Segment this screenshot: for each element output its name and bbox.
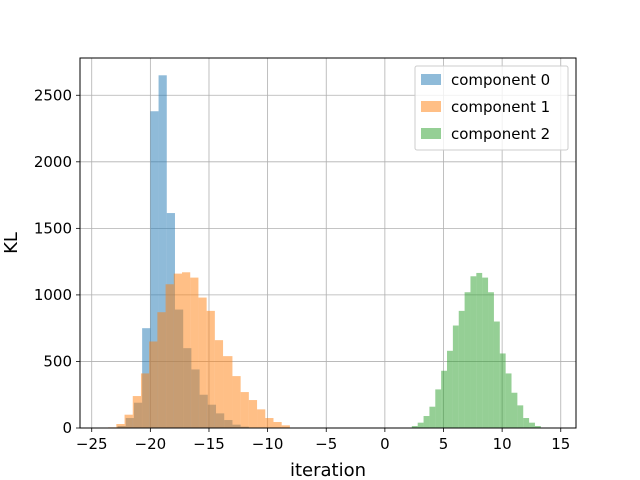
- x-tick-label: 15: [551, 435, 570, 453]
- histogram-bar: [214, 340, 224, 428]
- histogram-bar: [417, 422, 424, 428]
- histogram-bar: [464, 292, 471, 428]
- histogram-bar: [116, 424, 125, 428]
- histogram-bar: [470, 276, 477, 428]
- histogram-bar: [452, 325, 459, 428]
- histogram-bar: [482, 277, 489, 428]
- histogram-bar: [476, 272, 483, 428]
- legend: component 0 component 1 component 2: [414, 65, 569, 151]
- histogram-bar: [223, 356, 233, 428]
- histogram-bar: [529, 422, 535, 428]
- x-tick-label: 10: [493, 435, 512, 453]
- x-tick-label: 0: [380, 435, 390, 453]
- plot-frame: [79, 57, 577, 429]
- histogram-bar: [206, 310, 215, 428]
- histogram-bar: [488, 292, 494, 428]
- legend-label: component 0: [451, 71, 550, 89]
- histogram-bar: [281, 425, 290, 428]
- y-tick-label: 1500: [34, 219, 72, 237]
- y-tick-label: 0: [62, 419, 72, 437]
- legend-swatch: [421, 74, 441, 85]
- x-tick-label: −25: [76, 435, 108, 453]
- histogram-bar: [429, 406, 436, 428]
- legend-box: [414, 65, 569, 151]
- histogram-bar: [190, 277, 199, 428]
- histogram-bar: [441, 370, 448, 428]
- y-tick-label: 1000: [34, 286, 72, 304]
- histogram-bar: [158, 75, 167, 428]
- histogram-bar: [124, 414, 133, 428]
- x-tick-label: 5: [439, 435, 449, 453]
- x-axis-label: iteration: [290, 460, 366, 480]
- histogram-bar: [150, 111, 159, 428]
- legend-label: component 1: [451, 98, 550, 116]
- histogram-bar: [257, 409, 266, 428]
- histogram-bar: [523, 418, 530, 428]
- histogram-bar: [198, 297, 207, 428]
- histogram-bar: [240, 392, 249, 428]
- legend-label: component 2: [451, 125, 550, 143]
- histogram-bar: [149, 341, 158, 428]
- histogram-bar: [534, 426, 541, 428]
- histogram-bar: [435, 389, 442, 428]
- histogram-bar: [447, 350, 453, 428]
- histogram-bar: [511, 392, 518, 428]
- legend-swatch: [421, 128, 441, 139]
- x-tick-label: −10: [252, 435, 284, 453]
- histogram-bar: [499, 353, 506, 428]
- series-1-bars: [108, 272, 290, 428]
- histogram-bar: [132, 396, 141, 428]
- y-tick-label: 2500: [34, 86, 72, 104]
- histogram-bar: [423, 416, 430, 428]
- x-tick-label: −5: [315, 435, 337, 453]
- histogram-bar: [157, 312, 166, 428]
- histogram-bars: [108, 75, 541, 428]
- legend-swatch: [421, 101, 441, 112]
- x-tick-label: −15: [193, 435, 225, 453]
- histogram-bar: [165, 284, 174, 428]
- histogram-bar: [493, 321, 500, 428]
- histogram-bar: [458, 310, 465, 428]
- histogram-bar: [411, 426, 418, 428]
- histogram-bar: [173, 273, 183, 428]
- histogram-bar: [140, 373, 150, 428]
- histogram-bar: [505, 373, 512, 428]
- histogram-bar: [265, 418, 274, 428]
- histogram-bar: [517, 405, 524, 428]
- histogram-bar: [248, 400, 258, 428]
- y-tick-label: 500: [43, 352, 72, 370]
- histogram-bar: [232, 376, 241, 428]
- series-2-bars: [411, 272, 541, 428]
- y-axis-label: KL: [1, 232, 22, 254]
- x-tick-label: −20: [135, 435, 167, 453]
- histogram-bar: [273, 422, 282, 428]
- y-tick-label: 2000: [34, 153, 72, 171]
- histogram-bar: [182, 272, 191, 428]
- axis-ticks: −25 −20 −15 −10 −5 0 5 10 15 0 500 1000 1500 2000 2500: [34, 86, 570, 453]
